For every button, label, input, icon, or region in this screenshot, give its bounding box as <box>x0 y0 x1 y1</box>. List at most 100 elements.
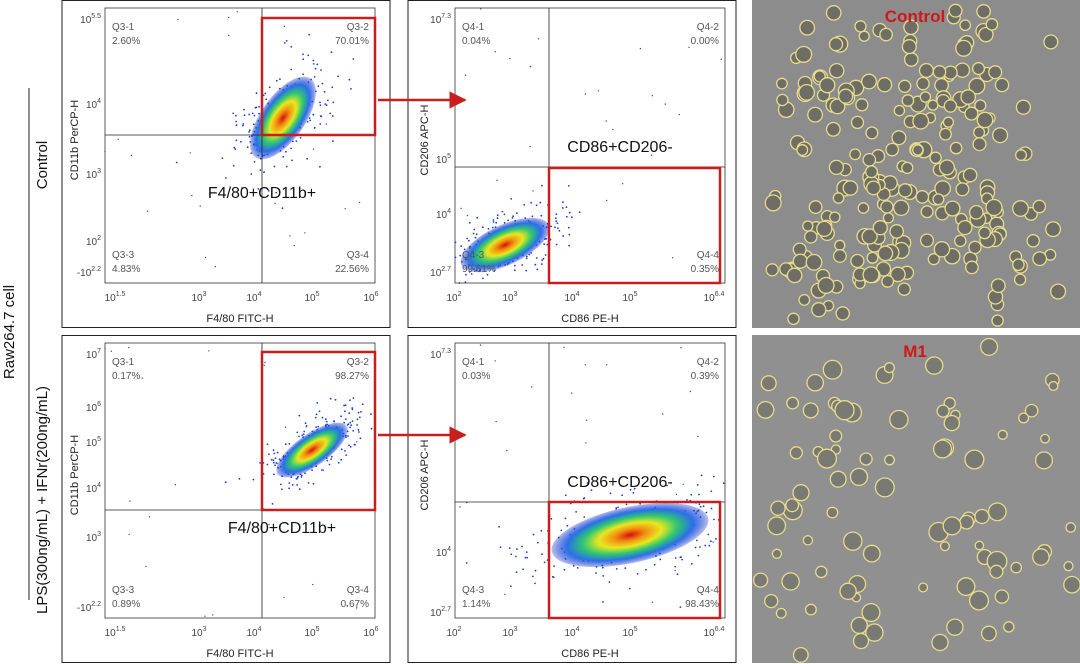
cell <box>980 625 997 642</box>
cell <box>786 267 803 284</box>
event-dot <box>568 233 571 236</box>
cell <box>807 106 824 123</box>
tick-base: 10 <box>86 484 98 495</box>
y-axis-title: CD11b PerCP-H <box>69 100 81 181</box>
cell <box>850 616 868 635</box>
event-dot <box>632 492 635 494</box>
event-dot <box>347 435 349 437</box>
tick-base: 10 <box>622 628 634 639</box>
event-dot <box>305 426 307 428</box>
event-dot <box>288 482 291 484</box>
cell <box>1048 380 1059 392</box>
event-dot <box>466 237 468 240</box>
cell <box>1063 561 1074 572</box>
cell <box>932 193 945 206</box>
event-dot <box>242 124 244 127</box>
side-label: Raw264.7 cell <box>1 285 18 379</box>
cell <box>843 531 863 551</box>
gate <box>260 16 377 137</box>
cell <box>939 541 950 552</box>
gate <box>547 500 722 620</box>
event-dot <box>468 270 471 273</box>
event-dot <box>690 562 693 565</box>
cell <box>849 467 869 487</box>
event-dot <box>345 454 348 456</box>
event-dot <box>494 51 496 53</box>
cell <box>799 19 816 36</box>
cell <box>765 263 779 277</box>
event-dot <box>224 481 227 484</box>
quadrant-percent: 98.43% <box>685 599 719 610</box>
event-dot <box>563 568 566 571</box>
cell <box>1040 433 1050 444</box>
cell <box>959 19 972 32</box>
event-dot <box>298 488 301 491</box>
event-dot <box>506 449 508 452</box>
cell <box>1018 412 1030 424</box>
event-dot <box>460 245 463 248</box>
cell <box>903 19 919 36</box>
event-dot <box>466 214 469 217</box>
quadrant-percent: 4.83% <box>112 264 140 275</box>
event-dot <box>307 482 310 484</box>
event-dot <box>104 347 106 349</box>
event-dot <box>344 404 347 407</box>
event-dot <box>332 101 335 104</box>
event-dot <box>681 558 683 561</box>
event-dot <box>558 229 561 232</box>
event-dot <box>356 424 358 426</box>
event-dot <box>241 187 243 190</box>
event-dot <box>602 601 604 603</box>
cell <box>884 454 895 466</box>
cell <box>956 577 976 597</box>
tick-base: -10 <box>77 603 92 614</box>
event-dot <box>344 450 346 452</box>
event-dot <box>349 421 352 424</box>
cell <box>974 540 985 551</box>
quadrant-percent: 0.17% <box>112 371 140 382</box>
event-dot <box>636 573 639 575</box>
tick-base: 10 <box>430 15 442 26</box>
panel-border <box>61 0 391 328</box>
cell <box>903 52 919 67</box>
tick-exponent: 5 <box>316 626 320 633</box>
event-dot <box>255 92 258 95</box>
event-dot <box>146 210 149 212</box>
event-dot <box>317 425 320 428</box>
event-dot <box>293 244 295 247</box>
cell <box>785 498 800 513</box>
cell <box>1015 99 1032 115</box>
event-dot <box>248 113 251 116</box>
cell <box>936 404 950 418</box>
event-dot <box>678 113 680 116</box>
event-dot <box>523 204 526 206</box>
event-dot <box>235 124 238 127</box>
panel-border <box>61 335 391 663</box>
cell <box>968 590 990 611</box>
event-dot <box>266 463 269 466</box>
cell <box>819 77 836 94</box>
event-dot <box>508 547 511 549</box>
event-dot <box>465 273 467 276</box>
event-dot <box>238 477 241 480</box>
event-dot <box>546 243 549 246</box>
panel-border <box>407 0 737 328</box>
event-dot <box>601 566 604 569</box>
quadrant-percent: 0.35% <box>691 264 719 275</box>
event-dot <box>606 364 608 366</box>
density-cloud <box>276 422 348 478</box>
cell <box>756 400 775 419</box>
event-dot <box>243 114 246 117</box>
event-dot <box>280 483 282 486</box>
quadrant-name: Q4-2 <box>697 22 720 33</box>
event-dot <box>540 529 543 532</box>
gate-label: F4/80+CD11b+ <box>208 185 316 202</box>
event-dot <box>233 146 236 149</box>
tick-exponent: 3 <box>514 626 518 633</box>
event-dot <box>464 74 467 76</box>
cell <box>816 220 833 238</box>
event-dot <box>512 215 514 218</box>
tick-base: 10 <box>704 628 716 639</box>
event-dot <box>524 556 527 559</box>
event-dot <box>290 68 293 71</box>
